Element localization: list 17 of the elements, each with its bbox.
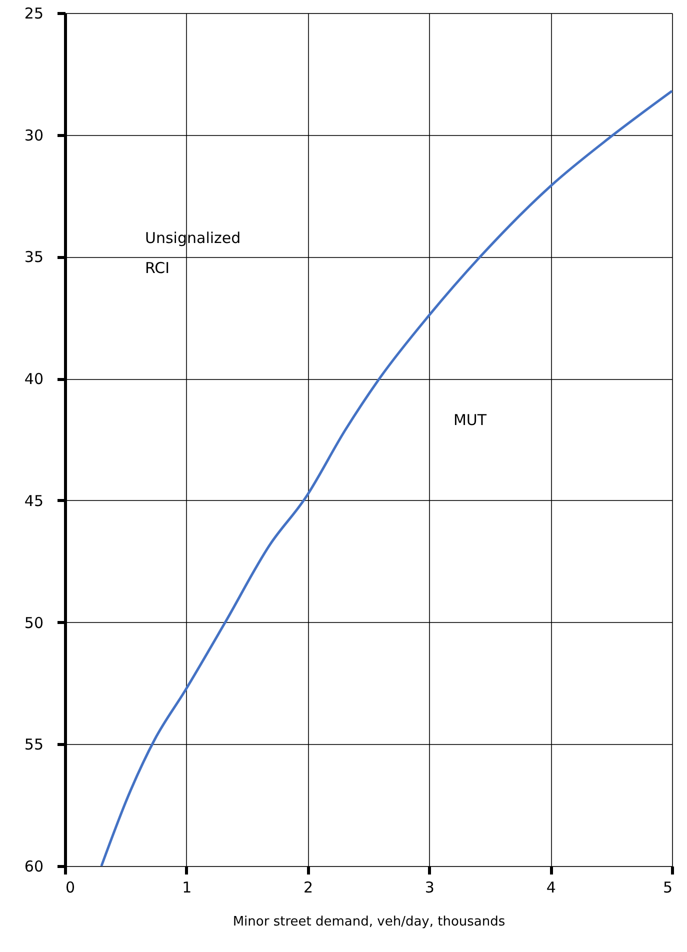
- y-tick-label: 60: [24, 858, 44, 876]
- x-tick-label: 2: [304, 878, 314, 896]
- x-axis-title: Minor street demand, veh/day, thousands: [232, 914, 506, 930]
- x-tick-label: 1: [182, 878, 192, 896]
- y-tick-label: 55: [24, 736, 44, 754]
- y-tick-label: 30: [24, 126, 44, 144]
- y-tick-label: 35: [24, 248, 44, 266]
- y-tick-label: 25: [24, 4, 44, 22]
- annotation: MUT: [453, 411, 488, 429]
- line-series: [100, 90, 674, 868]
- x-tick-label: 0: [66, 878, 76, 896]
- x-tick-label: 3: [424, 878, 434, 896]
- y-tick-label: 40: [24, 370, 44, 388]
- x-tick-label: 5: [662, 878, 672, 896]
- x-tick-label: 4: [546, 878, 556, 896]
- y-tick-label: 45: [24, 492, 44, 510]
- y-tick-label: 50: [24, 614, 44, 632]
